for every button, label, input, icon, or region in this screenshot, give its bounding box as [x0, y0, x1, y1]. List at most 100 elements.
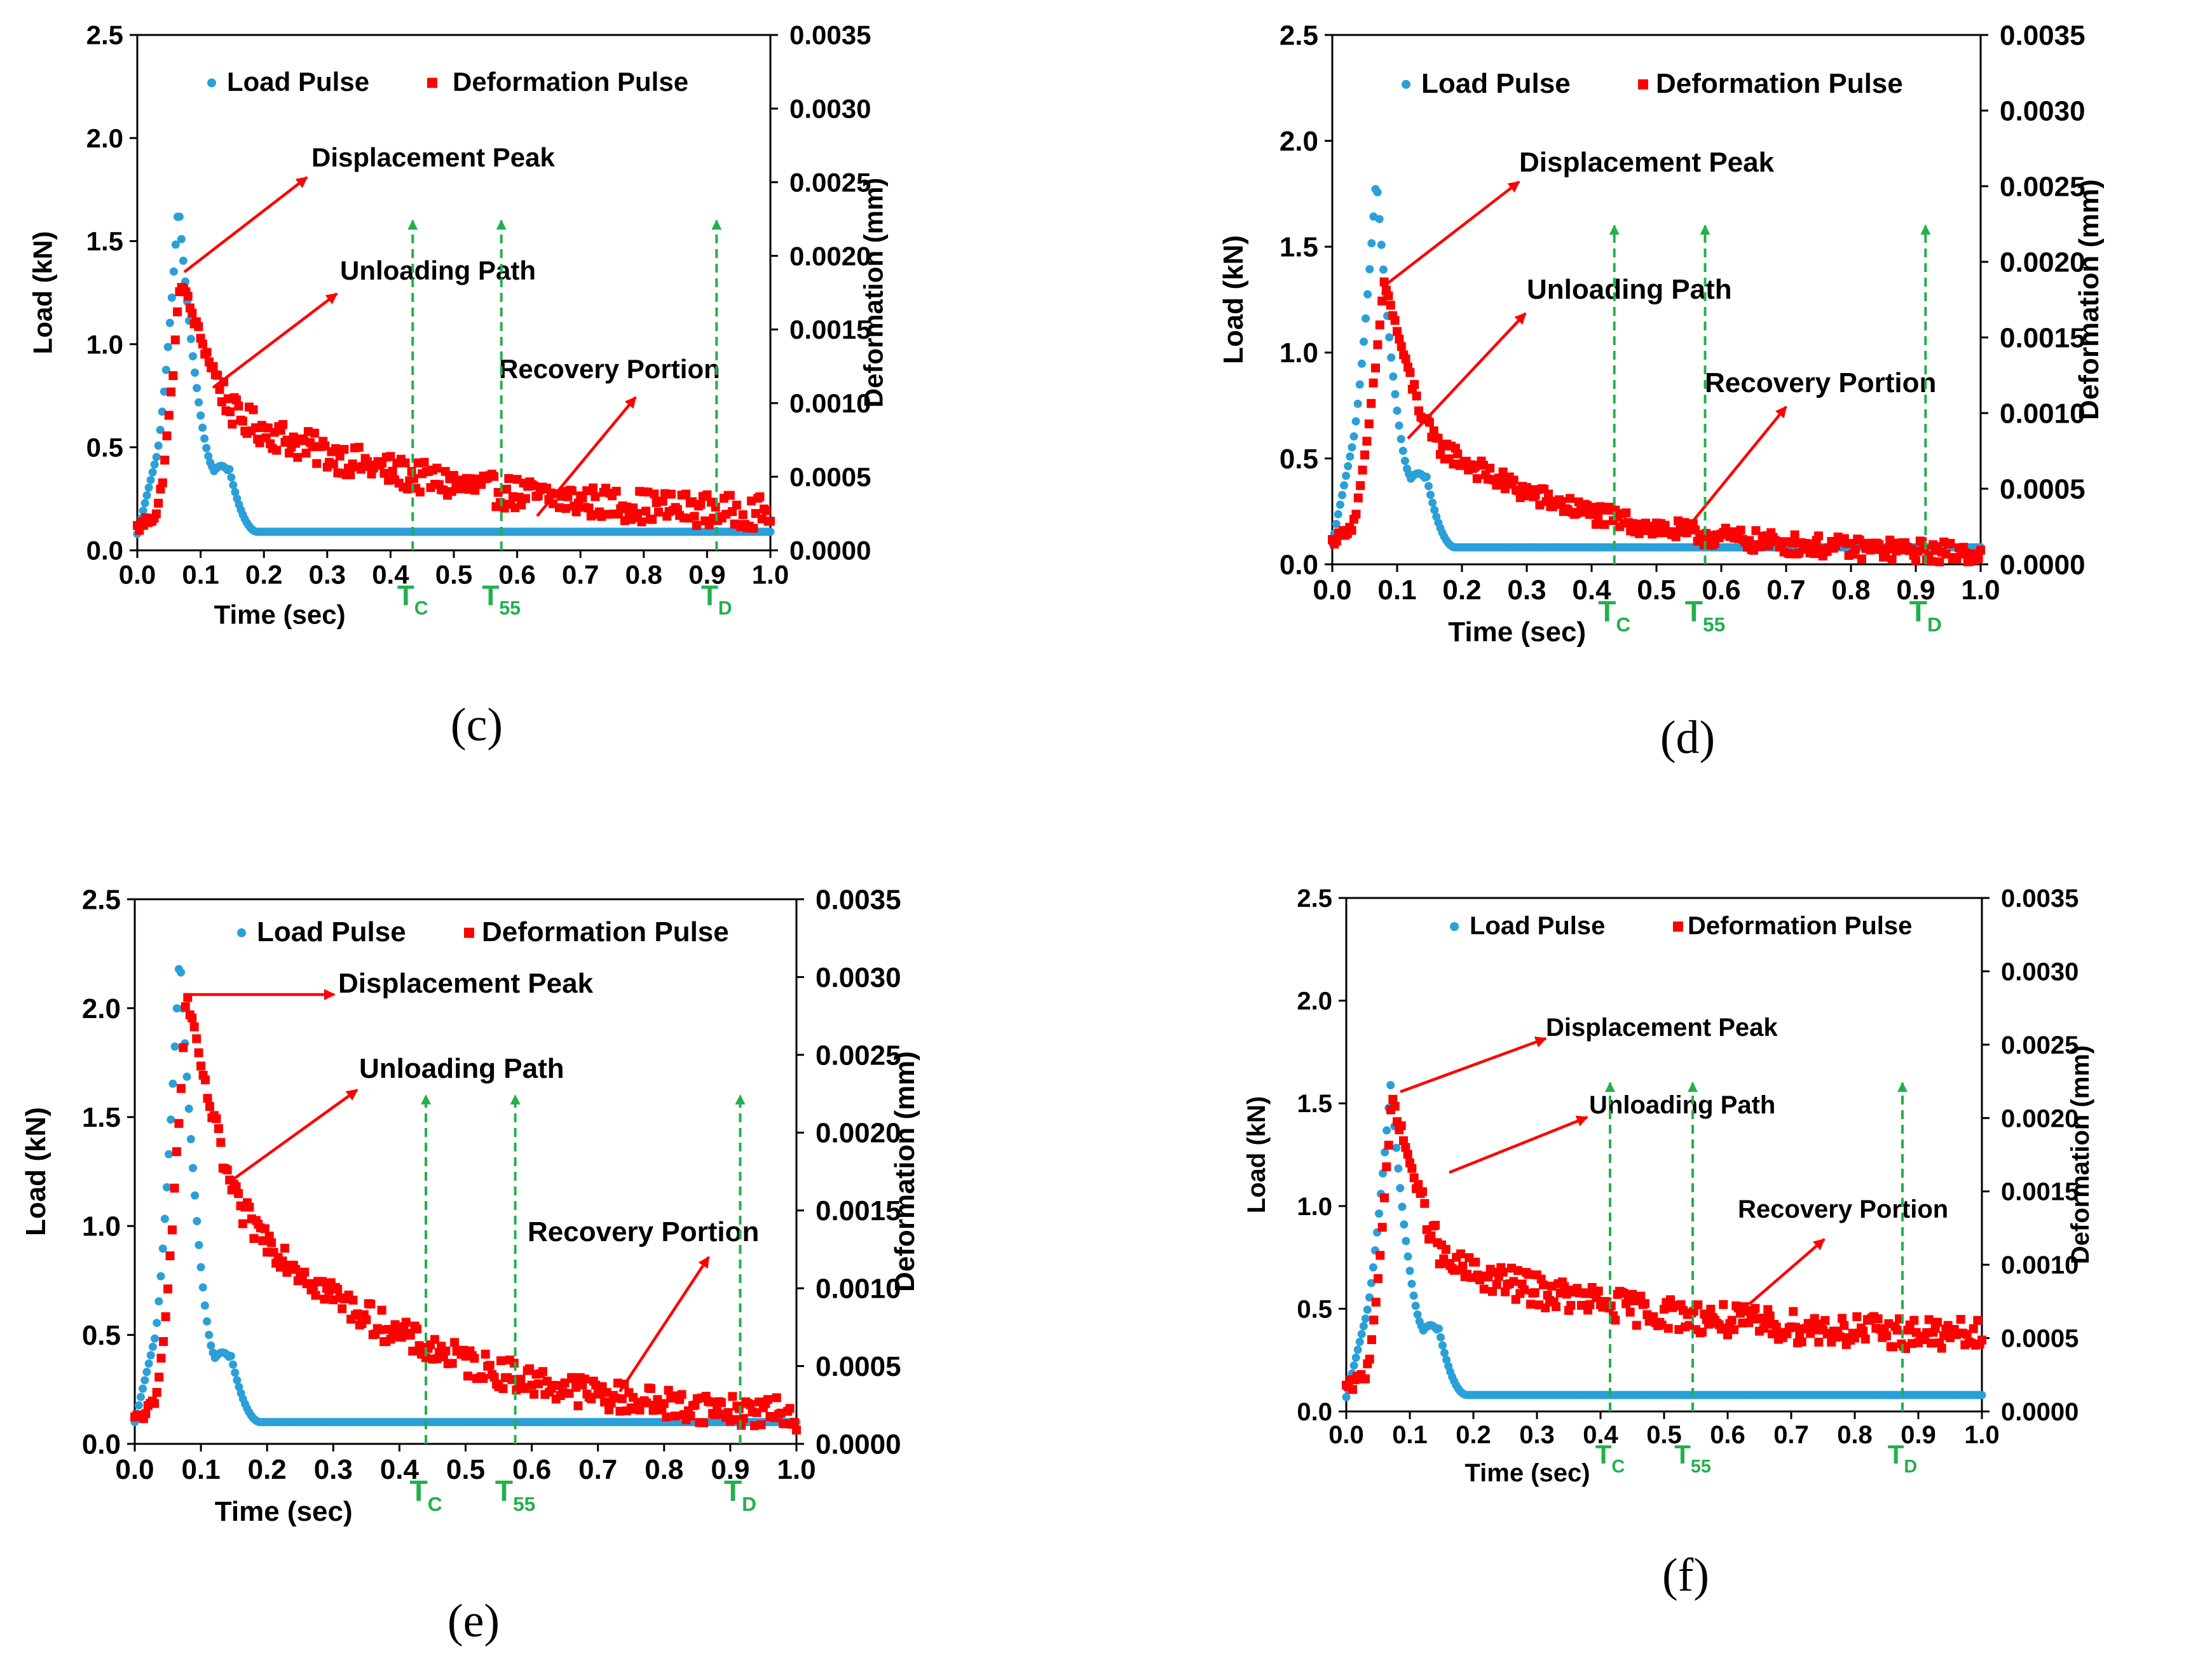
load-point: [139, 1384, 147, 1393]
deformation-point: [702, 490, 712, 500]
deformation-point: [1351, 510, 1361, 519]
deformation-point: [1347, 526, 1356, 535]
deformation-point: [151, 509, 161, 519]
load-point: [1340, 481, 1348, 490]
time-marker-label: TC: [1598, 595, 1630, 636]
deformation-point: [1736, 526, 1745, 535]
load-point: [1357, 359, 1366, 368]
deformation-point: [1933, 1317, 1942, 1327]
deformation-point: [172, 1147, 181, 1157]
deformation-point: [1557, 497, 1566, 506]
y2-tick-label: 0.0015: [816, 1195, 901, 1227]
legend: Load Pulse Deformation Pulse: [1402, 68, 1903, 99]
deformation-point: [1367, 398, 1376, 408]
y-tick-label: 2.5: [82, 884, 121, 915]
x-tick-label: 0.6: [1702, 574, 1740, 606]
deformation-point: [578, 493, 587, 503]
deformation-point: [192, 1034, 201, 1043]
load-point: [1367, 1279, 1376, 1288]
y2-tick-label: 0.0015: [789, 315, 871, 344]
time-markers: TC T55 TD: [1595, 1082, 1917, 1477]
deformation-point: [194, 1048, 203, 1057]
load-point: [177, 968, 186, 977]
time-marker-label: TD: [1909, 595, 1942, 636]
deformation-point: [717, 1398, 726, 1408]
deformation-point: [312, 459, 322, 468]
deformation-point: [1566, 494, 1574, 503]
deformation-point: [1791, 1322, 1800, 1332]
deformation-point: [738, 510, 748, 519]
load-point: [189, 352, 197, 361]
deformation-point: [1403, 1150, 1412, 1159]
load-point: [200, 1301, 209, 1310]
deformation-point: [650, 489, 659, 499]
deformation-point: [280, 1244, 289, 1253]
deformation-point: [1431, 1221, 1440, 1230]
deformation-point: [208, 362, 218, 371]
deformation-point: [346, 470, 355, 480]
deformation-point: [420, 458, 429, 467]
deformation-point: [1395, 334, 1404, 344]
load-point: [172, 1004, 181, 1013]
deformation-point: [732, 500, 741, 510]
deformation-point: [1384, 291, 1393, 301]
x-tick-label: 0.8: [645, 1454, 683, 1485]
y-tick-label: 0.0: [1280, 549, 1318, 580]
load-point: [766, 527, 775, 536]
load-point: [140, 1376, 149, 1385]
deformation-point: [1433, 433, 1443, 443]
displacement-peak-label: Displacement Peak: [1519, 147, 1775, 178]
load-point: [1387, 353, 1396, 362]
deformation-point: [662, 1412, 671, 1422]
deformation-point: [339, 445, 349, 454]
recovery-portion-label: Recovery Portion: [1705, 367, 1936, 398]
deformation-point: [1924, 1315, 1934, 1324]
y-tick-label: 2.5: [1280, 20, 1318, 51]
deformation-point: [179, 1043, 188, 1052]
y-axis-label: Load (kN): [1218, 235, 1249, 364]
y-tick-label: 2.0: [1297, 988, 1332, 1016]
load-point: [1357, 1329, 1366, 1338]
legend-deformation-label: Deformation Pulse: [1656, 68, 1903, 99]
load-point: [144, 1359, 153, 1368]
deformation-point: [1814, 531, 1823, 541]
deformation-point: [168, 1225, 177, 1235]
deformation-point: [1390, 316, 1400, 325]
deformation-point: [1509, 1277, 1519, 1286]
time-marker-symbol: T: [1909, 595, 1927, 628]
x-tick-label: 0.4: [372, 560, 409, 590]
deformation-point: [1790, 530, 1799, 540]
deformation-point: [1388, 1094, 1398, 1104]
deformation-point: [1530, 1288, 1540, 1298]
deformation-point: [188, 1013, 197, 1023]
load-point: [1367, 239, 1376, 248]
deformation-point: [1401, 1143, 1410, 1152]
deformation-point: [215, 384, 224, 394]
x-tick-label: 0.2: [248, 1454, 287, 1485]
deformation-point: [772, 1393, 781, 1403]
deformation-point: [379, 468, 389, 478]
deformation-point: [205, 1102, 214, 1111]
load-point: [1430, 506, 1439, 514]
y2-tick-label: 0.0030: [816, 962, 901, 993]
series-load-pulse: [133, 212, 775, 538]
deformation-point: [561, 504, 570, 513]
legend-deformation-label: Deformation Pulse: [482, 916, 729, 948]
deformation-point: [170, 335, 180, 344]
displacement-peak-label: Displacement Peak: [1546, 1014, 1778, 1042]
deformation-point: [181, 1002, 190, 1012]
displacement-peak-label: Displacement Peak: [338, 968, 594, 999]
deformation-point: [1594, 1286, 1603, 1296]
deformation-point: [1498, 1267, 1508, 1277]
deformation-point: [1887, 555, 1897, 564]
y-axis-label: Load (kN): [20, 1107, 51, 1236]
deformation-point: [1353, 493, 1363, 503]
y-tick-label: 0.0: [86, 536, 123, 566]
deformation-point: [183, 292, 193, 301]
deformation-point: [1641, 1299, 1649, 1309]
series-deformation-pulse: [133, 283, 775, 535]
deformation-point: [1386, 301, 1395, 310]
load-point: [191, 1191, 200, 1200]
deformation-point: [377, 1305, 386, 1315]
x-tick-label: 0.3: [1507, 574, 1546, 606]
